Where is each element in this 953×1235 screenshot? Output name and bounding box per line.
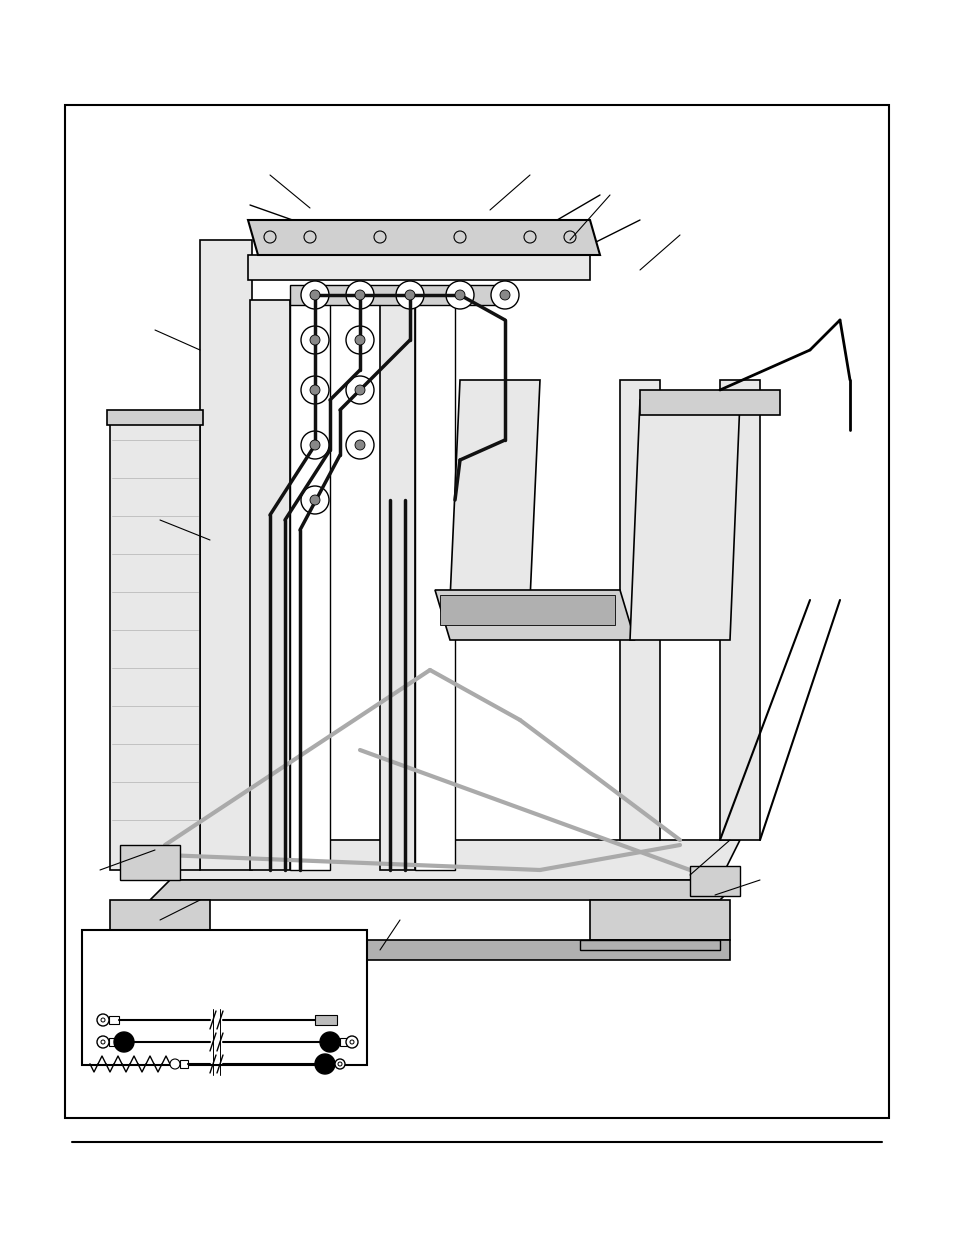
Polygon shape [107,410,203,425]
Circle shape [335,1058,345,1070]
Polygon shape [639,390,780,415]
Polygon shape [248,220,599,254]
Bar [120,845,180,881]
Circle shape [314,1053,335,1074]
Circle shape [446,282,474,309]
Polygon shape [720,380,760,840]
Polygon shape [150,840,740,881]
Bar [314,1015,336,1025]
Polygon shape [589,900,729,940]
Circle shape [97,1036,109,1049]
Circle shape [301,487,329,514]
Polygon shape [450,380,539,600]
Bar [339,1037,348,1046]
Polygon shape [435,590,635,640]
Circle shape [405,290,415,300]
Circle shape [455,290,464,300]
Circle shape [301,326,329,354]
Circle shape [355,290,365,300]
Circle shape [346,431,374,459]
Polygon shape [629,400,740,640]
Circle shape [499,290,510,300]
Circle shape [491,282,518,309]
Circle shape [523,231,536,243]
Polygon shape [439,595,615,625]
Circle shape [264,231,275,243]
Circle shape [395,282,423,309]
Polygon shape [290,300,330,869]
Circle shape [319,1032,339,1052]
Circle shape [301,375,329,404]
Circle shape [101,1040,105,1044]
Circle shape [350,1040,354,1044]
Polygon shape [579,940,720,950]
Circle shape [563,231,576,243]
Bar [109,1016,119,1024]
Circle shape [113,1032,133,1052]
Circle shape [346,326,374,354]
Bar [109,1037,117,1046]
Circle shape [170,1058,180,1070]
Circle shape [310,290,319,300]
Polygon shape [379,300,415,869]
Circle shape [355,385,365,395]
Polygon shape [200,240,252,869]
Circle shape [346,375,374,404]
Circle shape [337,1062,341,1066]
Polygon shape [110,900,210,940]
Bar [180,1060,188,1068]
Circle shape [301,431,329,459]
Circle shape [374,231,386,243]
Polygon shape [112,940,214,950]
Circle shape [310,495,319,505]
Circle shape [101,1018,105,1023]
Polygon shape [619,380,659,840]
Polygon shape [250,300,290,869]
Circle shape [304,231,315,243]
Circle shape [355,335,365,345]
Bar [82,930,367,1065]
Bar [689,866,740,897]
Circle shape [310,440,319,450]
Circle shape [346,282,374,309]
Polygon shape [290,285,510,305]
Bar [65,105,888,1118]
Circle shape [454,231,465,243]
Polygon shape [248,254,589,280]
Polygon shape [150,881,740,900]
Polygon shape [110,420,200,869]
Circle shape [355,440,365,450]
Circle shape [97,1014,109,1026]
Circle shape [301,282,329,309]
Polygon shape [415,300,455,869]
Circle shape [310,335,319,345]
Polygon shape [110,940,729,960]
Circle shape [346,1036,357,1049]
Circle shape [310,385,319,395]
